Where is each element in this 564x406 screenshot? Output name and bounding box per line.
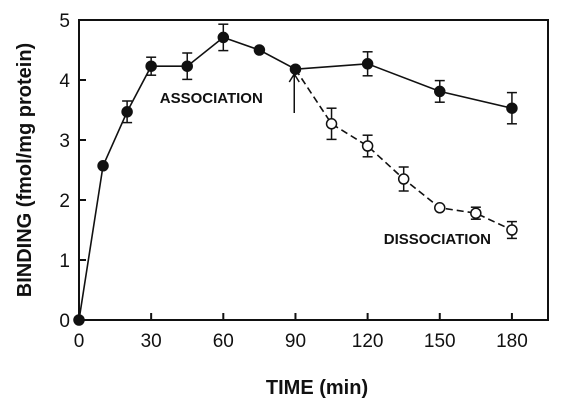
y-tick-label: 4 — [59, 71, 70, 92]
filled-data-point — [73, 314, 85, 326]
filled-data-point — [121, 106, 133, 118]
y-axis-title: BINDING (fmol/mg protein) — [14, 43, 36, 297]
filled-data-point — [506, 102, 518, 114]
filled-data-point — [253, 44, 266, 56]
error-bars — [122, 23, 517, 240]
x-tick-label: 60 — [213, 331, 234, 352]
x-tick-label: 180 — [496, 331, 528, 352]
open-data-point — [506, 224, 518, 236]
x-tick-label: 0 — [74, 331, 85, 352]
filled-data-point — [145, 60, 157, 72]
annotations: ASSOCIATION DISSOCIATION — [160, 72, 491, 248]
x-tick-label: 30 — [141, 331, 162, 352]
filled-data-point — [361, 58, 374, 70]
annotation-label: ASSOCIATION — [160, 90, 263, 107]
open-data-point — [325, 118, 338, 130]
axis-ticks — [78, 19, 513, 321]
x-tick-label: 120 — [352, 331, 384, 352]
filled-data-point — [97, 160, 109, 172]
y-tick-label: 0 — [59, 311, 70, 332]
filled-data-point — [217, 31, 230, 44]
arrow-head — [288, 72, 300, 83]
y-tick-label: 3 — [59, 131, 70, 152]
filled-data-point — [434, 85, 446, 98]
open-data-point — [397, 173, 410, 185]
plot-frame — [78, 19, 549, 321]
x-axis-title: TIME (min) — [266, 377, 368, 399]
filled-data-point — [289, 63, 302, 75]
x-tick-label: 150 — [424, 331, 456, 352]
filled-data-point — [181, 60, 193, 72]
tick-labels: 0 30 60 90 120 150 180 0 1 2 3 4 5 — [59, 11, 527, 352]
x-tick-label: 90 — [285, 331, 306, 352]
open-data-point — [361, 140, 374, 152]
data-points — [73, 31, 518, 326]
y-tick-label: 5 — [59, 11, 70, 32]
axes — [78, 19, 549, 321]
y-tick-label: 1 — [59, 251, 70, 272]
annotation-label: DISSOCIATION — [384, 231, 491, 248]
series-line-2 — [294, 68, 513, 231]
open-data-point — [434, 202, 446, 214]
series-line-1 — [78, 36, 513, 321]
open-data-point — [470, 207, 482, 219]
series-lines — [78, 36, 513, 321]
y-tick-label: 2 — [59, 191, 70, 212]
